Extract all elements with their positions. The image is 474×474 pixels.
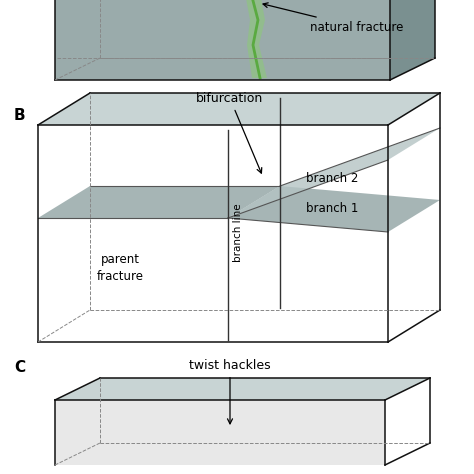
Polygon shape: [228, 186, 440, 232]
Polygon shape: [55, 400, 385, 465]
Polygon shape: [55, 378, 430, 400]
Text: branch 2: branch 2: [306, 172, 358, 184]
Text: bifurcation: bifurcation: [196, 92, 264, 173]
Text: B: B: [14, 108, 26, 123]
Polygon shape: [55, 0, 390, 80]
Text: C: C: [14, 360, 25, 375]
Text: parent
fracture: parent fracture: [97, 253, 144, 283]
Polygon shape: [38, 93, 440, 125]
Text: branch 1: branch 1: [306, 201, 358, 215]
Text: natural fracture: natural fracture: [263, 3, 403, 34]
Polygon shape: [38, 186, 280, 218]
Text: twist hackles: twist hackles: [189, 359, 271, 424]
Polygon shape: [245, 0, 267, 78]
Polygon shape: [228, 128, 440, 218]
Polygon shape: [390, 0, 435, 80]
Text: branch line: branch line: [233, 204, 243, 262]
